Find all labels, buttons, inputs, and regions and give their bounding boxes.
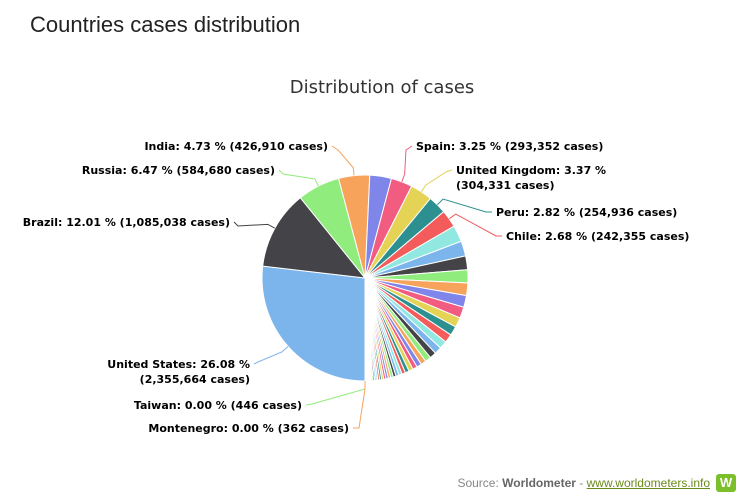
data-label-russia: Russia: 6.47 % (584,680 cases) — [82, 164, 275, 177]
connector-spain — [401, 145, 413, 182]
data-label-spain: Spain: 3.25 % (293,352 cases) — [416, 140, 603, 153]
data-label-chile: Chile: 2.68 % (242,355 cases) — [506, 230, 689, 243]
source-credit: Source: Worldometer - www.worldometers.i… — [457, 476, 710, 490]
data-label-united-states: United States: 26.08 % (2,355,664 cases) — [107, 358, 250, 386]
pie-slice-united-states[interactable] — [261, 265, 366, 382]
connector-united-kingdom — [420, 169, 453, 193]
label-connectors — [233, 145, 502, 429]
connector-montenegro — [353, 381, 366, 429]
data-label-india: India: 4.73 % (426,910 cases) — [144, 140, 328, 153]
worldometer-logo: W — [716, 474, 736, 492]
data-label-montenegro: Montenegro: 0.00 % (362 cases) — [148, 422, 349, 435]
page-title: Countries cases distribution — [30, 12, 301, 37]
data-labels: United States: 26.08 % (2,355,664 cases) B… — [23, 140, 690, 435]
pie-slices — [261, 174, 469, 382]
source-name: Worldometer — [502, 476, 576, 490]
connector-chile — [448, 213, 502, 237]
connector-peru — [437, 198, 492, 213]
connector-taiwan — [305, 381, 366, 406]
source-prefix: Source: — [457, 476, 499, 490]
source-link[interactable]: www.worldometers.info — [586, 476, 710, 490]
connector-brazil — [233, 221, 276, 229]
chart-title: Distribution of cases — [290, 77, 475, 98]
data-label-brazil: Brazil: 12.01 % (1,085,038 cases) — [23, 216, 230, 229]
data-label-peru: Peru: 2.82 % (254,936 cases) — [496, 206, 677, 219]
connector-india — [331, 145, 355, 176]
data-label-united-kingdom: United Kingdom: 3.37 % (304,331 cases) — [456, 164, 606, 192]
data-label-taiwan: Taiwan: 0.00 % (446 cases) — [134, 399, 302, 412]
connector-russia — [278, 169, 319, 187]
source-sep: - — [579, 476, 584, 490]
connector-united-states — [253, 346, 289, 365]
